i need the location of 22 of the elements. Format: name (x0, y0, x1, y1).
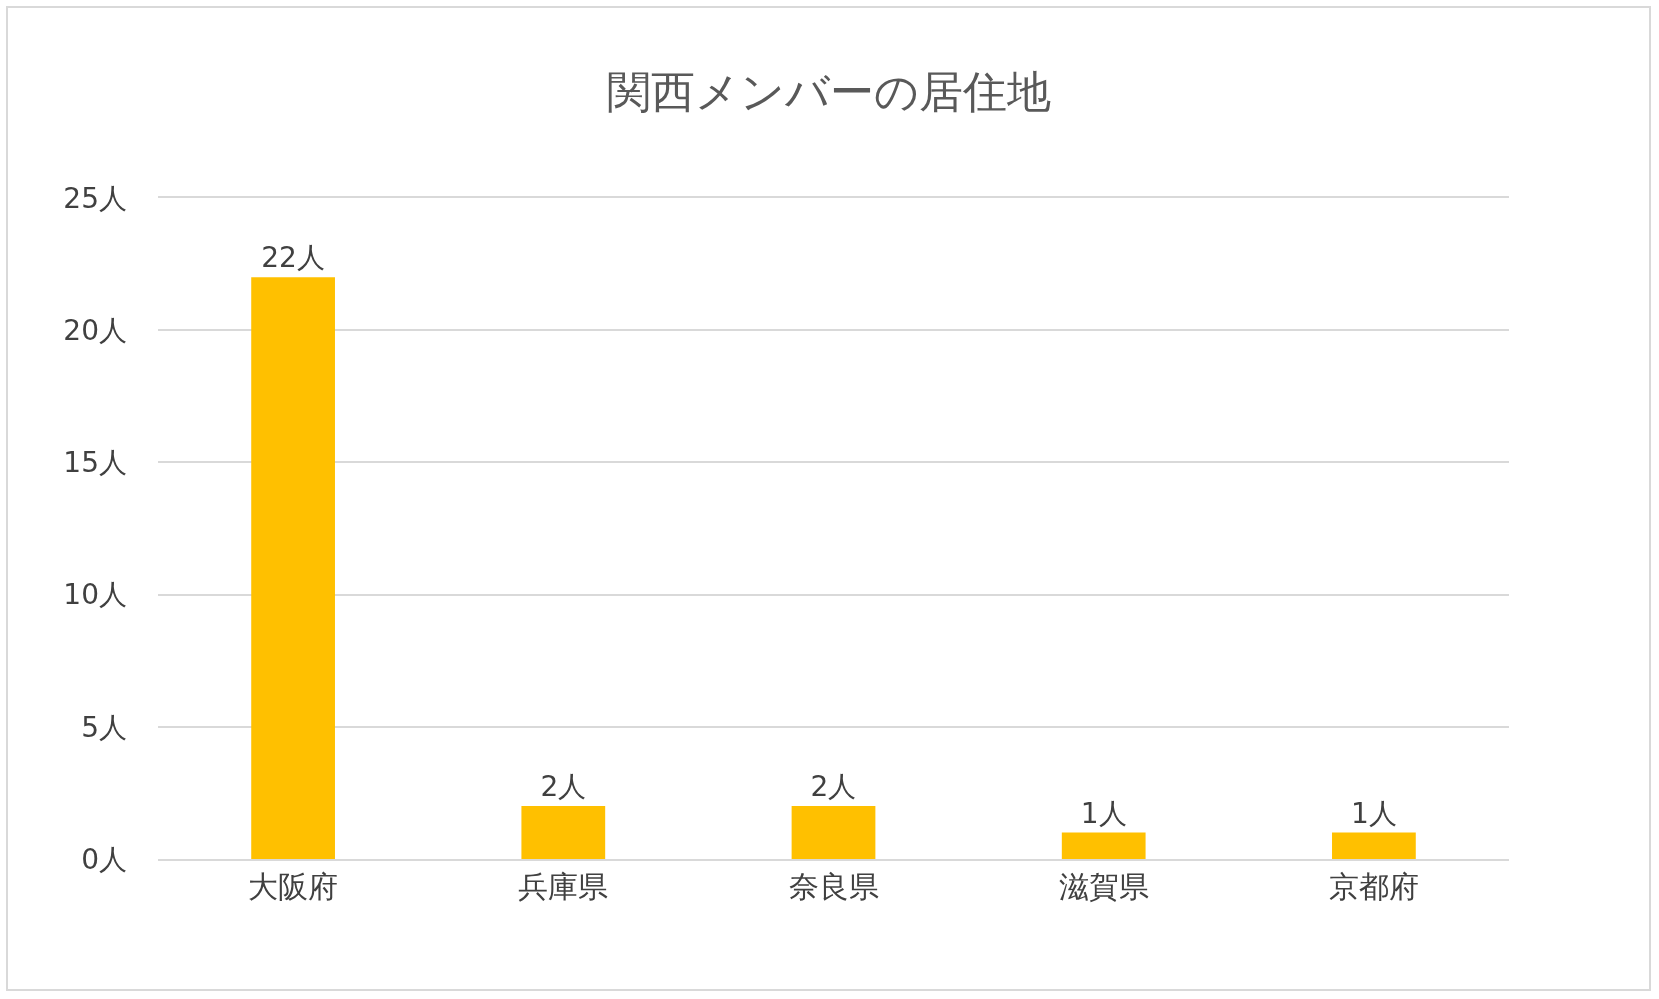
data-label: 1人 (1080, 796, 1127, 830)
x-tick-label: 大阪府 (248, 869, 339, 904)
chart-title: 関西メンバーの居住地 (606, 66, 1051, 118)
x-tick-label: 滋賀県 (1058, 869, 1149, 904)
y-tick-label: 0人 (81, 842, 127, 876)
x-tick-label: 兵庫県 (518, 869, 609, 904)
bar (791, 806, 876, 859)
bar (1332, 832, 1416, 859)
data-label: 2人 (810, 770, 857, 804)
data-label: 1人 (1350, 796, 1397, 830)
data-label: 2人 (540, 770, 587, 804)
bar (1061, 832, 1146, 859)
bar (251, 277, 335, 859)
y-tick-label: 5人 (81, 710, 127, 744)
y-tick-label: 20人 (63, 314, 127, 347)
y-tick-label: 10人 (63, 578, 127, 612)
x-tick-label: 京都府 (1328, 869, 1419, 904)
x-tick-label: 奈良県 (788, 869, 879, 904)
y-tick-label: 15人 (63, 446, 127, 480)
y-tick-label: 25人 (63, 181, 127, 215)
data-label: 22人 (261, 241, 325, 275)
bar (521, 806, 606, 859)
